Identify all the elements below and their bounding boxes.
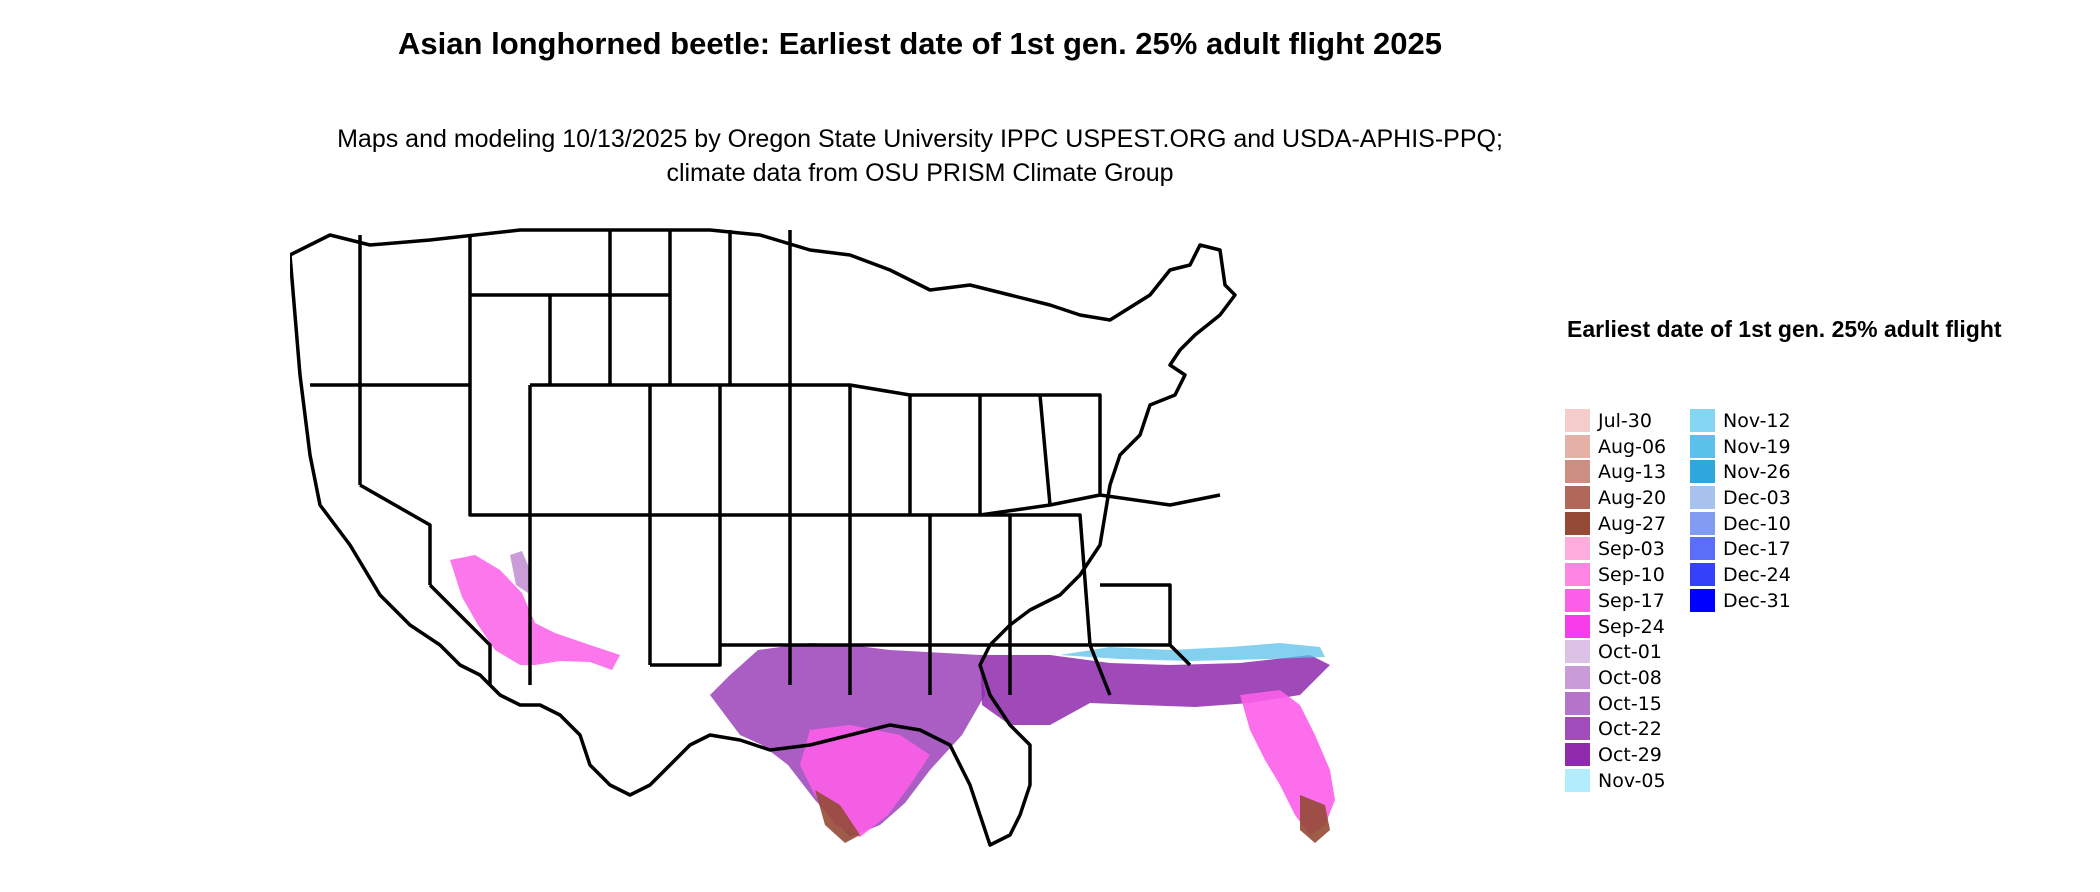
legend-swatch: [1565, 665, 1590, 689]
legend-swatch: [1565, 717, 1590, 741]
raster-florida: [1240, 690, 1335, 835]
legend-label: Dec-24: [1723, 564, 1791, 587]
legend-swatch: [1565, 614, 1590, 638]
legend-label: Sep-03: [1598, 538, 1665, 561]
legend-label: Oct-29: [1598, 743, 1662, 766]
legend-label: Dec-10: [1723, 512, 1791, 535]
legend-swatch: [1690, 409, 1715, 432]
legend-label: Aug-20: [1598, 487, 1667, 510]
legend-swatch: [1565, 460, 1590, 484]
legend-swatch: [1565, 511, 1590, 535]
legend-swatch: [1690, 511, 1715, 535]
legend-label: Oct-15: [1598, 692, 1662, 715]
legend-swatch: [1690, 563, 1715, 587]
legend-swatch: [1565, 768, 1590, 792]
legend-label: Aug-13: [1598, 461, 1667, 484]
legend-swatch: [1690, 434, 1715, 458]
legend-label: Nov-26: [1723, 461, 1791, 484]
raster-desert-edge: [510, 551, 530, 593]
legend-label: Sep-17: [1598, 589, 1665, 612]
legend-label: Nov-19: [1723, 435, 1791, 458]
legend-swatch: [1565, 409, 1590, 432]
raster-gulf-blue-fringe: [1060, 643, 1325, 661]
legend-label: Oct-08: [1598, 666, 1662, 689]
legend-label: Jul-30: [1598, 410, 1652, 432]
legend-swatch: [1565, 537, 1590, 561]
legend-swatch: [1690, 588, 1715, 612]
state-boundaries: [290, 228, 1237, 847]
us-outline: [290, 228, 1237, 847]
map-title: Asian longhorned beetle: Earliest date o…: [398, 26, 1442, 61]
legend-label: Aug-27: [1598, 512, 1667, 535]
state-lines: [310, 230, 1221, 696]
legend-label: Dec-31: [1723, 589, 1791, 612]
legend-swatch: [1565, 640, 1590, 664]
legend-label: Sep-10: [1598, 564, 1665, 587]
legend-swatch: [1565, 691, 1590, 715]
legend-label: Nov-12: [1723, 410, 1791, 432]
legend-swatch: [1690, 537, 1715, 561]
raster-texas-tip: [815, 790, 860, 843]
legend-label: Oct-22: [1598, 718, 1662, 741]
legend-label: Dec-03: [1723, 487, 1791, 510]
legend-swatch: [1690, 460, 1715, 484]
legend-swatch: [1565, 434, 1590, 458]
raster-desert-southwest: [450, 555, 620, 670]
legend-label: Oct-01: [1598, 641, 1662, 664]
legend-swatch: [1565, 486, 1590, 510]
legend-label: Sep-24: [1598, 615, 1665, 638]
raster-gulf-coast: [980, 655, 1330, 725]
prediction-raster: [450, 551, 1335, 843]
map-subtitle: Maps and modeling 10/13/2025 by Oregon S…: [337, 125, 1503, 187]
legend-title: Earliest date of 1st gen. 25% adult flig…: [1567, 316, 2002, 342]
raster-florida-south: [1300, 795, 1330, 843]
legend-label: Aug-06: [1598, 435, 1667, 458]
legend-label: Nov-05: [1598, 769, 1666, 792]
legend-label: Dec-17: [1723, 538, 1791, 561]
legend-swatch: [1565, 742, 1590, 766]
legend-swatch: [1690, 486, 1715, 510]
legend-swatch: [1565, 588, 1590, 612]
us-map: [290, 228, 1335, 847]
legend-swatch: [1565, 563, 1590, 587]
